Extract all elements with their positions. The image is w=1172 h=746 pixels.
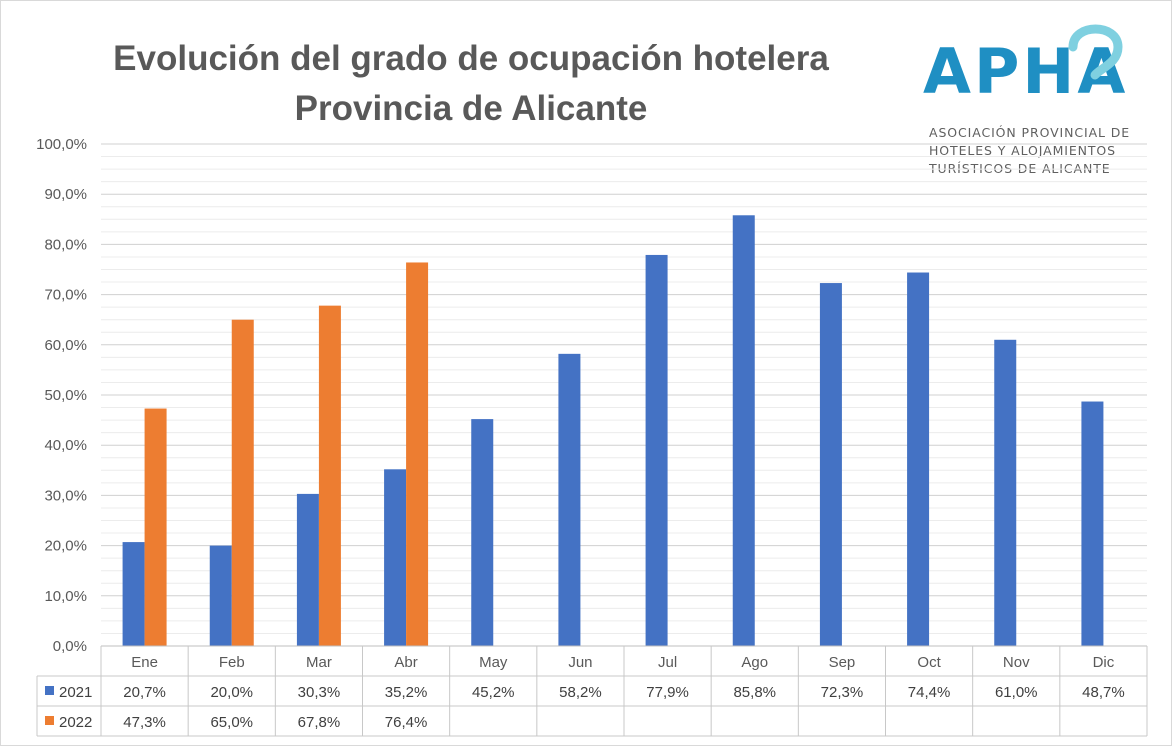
data-label: 65,0%: [210, 714, 253, 731]
data-label: 77,9%: [646, 684, 689, 701]
data-label: 67,8%: [298, 714, 341, 731]
data-label: 74,4%: [908, 684, 951, 701]
x-category-label: Abr: [394, 654, 417, 671]
x-category-label: Mar: [306, 654, 332, 671]
y-tick-label: 20,0%: [44, 538, 87, 555]
y-tick-label: 60,0%: [44, 337, 87, 354]
bar-2021-oct: [907, 272, 930, 646]
data-label: 47,3%: [123, 714, 166, 731]
x-category-label: May: [479, 654, 508, 671]
data-label: 20,0%: [210, 684, 253, 701]
chart-title-line-1: Evolución del grado de ocupación hoteler…: [113, 39, 829, 78]
y-tick-label: 50,0%: [44, 387, 87, 404]
logo-caption-line-2: HOTELES Y ALOJAMIENTOS: [929, 143, 1117, 158]
bar-2022-abr: [406, 262, 429, 646]
y-axis-ticks: 0,0% 10,0% 20,0% 30,0% 40,0% 50,0% 60,0% 70,0% 8…: [36, 136, 87, 655]
data-label: 30,3%: [298, 684, 341, 701]
data-label: 48,7%: [1082, 684, 1125, 701]
bar-2021-may: [471, 419, 494, 646]
x-category-label: Jun: [568, 654, 592, 671]
legend-label: 2021: [59, 684, 92, 701]
bar-2021-sep: [819, 283, 842, 646]
bar-2021-ago: [732, 215, 755, 646]
data-label: 20,7%: [123, 684, 166, 701]
x-category-label: Dic: [1093, 654, 1115, 671]
data-label: 72,3%: [821, 684, 864, 701]
bar-2021-jun: [558, 353, 581, 646]
x-category-label: Feb: [219, 654, 245, 671]
x-category-label: Sep: [829, 654, 856, 671]
data-label: 45,2%: [472, 684, 515, 701]
x-category-label: Ago: [741, 654, 768, 671]
bar-2021-feb: [209, 545, 232, 646]
data-label: 58,2%: [559, 684, 602, 701]
y-tick-label: 80,0%: [44, 236, 87, 253]
bar-2022-feb: [231, 319, 254, 646]
y-tick-label: 90,0%: [44, 186, 87, 203]
legend-key-2022: [45, 716, 54, 725]
bar-2021-abr: [384, 469, 407, 646]
bar-2021-nov: [994, 339, 1017, 646]
data-label: 61,0%: [995, 684, 1038, 701]
bar-2022-ene: [144, 408, 167, 646]
logo-caption-line-1: ASOCIACIÓN PROVINCIAL DE: [929, 125, 1131, 140]
y-tick-label: 10,0%: [44, 588, 87, 605]
legend-label: 2022: [59, 714, 92, 731]
bar-2022-mar: [318, 305, 341, 646]
bars: [122, 215, 1104, 646]
logo-wordmark: APHA: [923, 35, 1128, 108]
chart-title-line-2: Provincia de Alicante: [294, 89, 648, 128]
bar-2021-mar: [296, 493, 319, 646]
data-label: 35,2%: [385, 684, 428, 701]
logo-ring-icon: [1068, 24, 1123, 80]
legend-key-2021: [45, 686, 54, 695]
y-tick-label: 70,0%: [44, 287, 87, 304]
x-category-label: Ene: [131, 654, 158, 671]
gridlines: [101, 143, 1147, 647]
x-category-label: Jul: [658, 654, 677, 671]
y-tick-label: 0,0%: [53, 638, 87, 655]
logo-caption-line-3: TURÍSTICOS DE ALICANTE: [929, 161, 1111, 176]
x-category-label: Nov: [1003, 654, 1030, 671]
y-tick-label: 30,0%: [44, 487, 87, 504]
bar-2021-dic: [1081, 401, 1104, 646]
data-label: 76,4%: [385, 714, 428, 731]
apha-logo: APHA: [923, 24, 1128, 108]
x-category-label: Oct: [917, 654, 941, 671]
data-label: 85,8%: [733, 684, 776, 701]
bar-2021-ene: [122, 542, 145, 646]
y-tick-label: 100,0%: [36, 136, 87, 153]
y-tick-label: 40,0%: [44, 437, 87, 454]
bar-2021-jul: [645, 254, 668, 646]
data-table: Ene Feb Mar Abr May Jun Jul Ago Sep Oct Nov Dic 2021…: [36, 645, 1148, 737]
